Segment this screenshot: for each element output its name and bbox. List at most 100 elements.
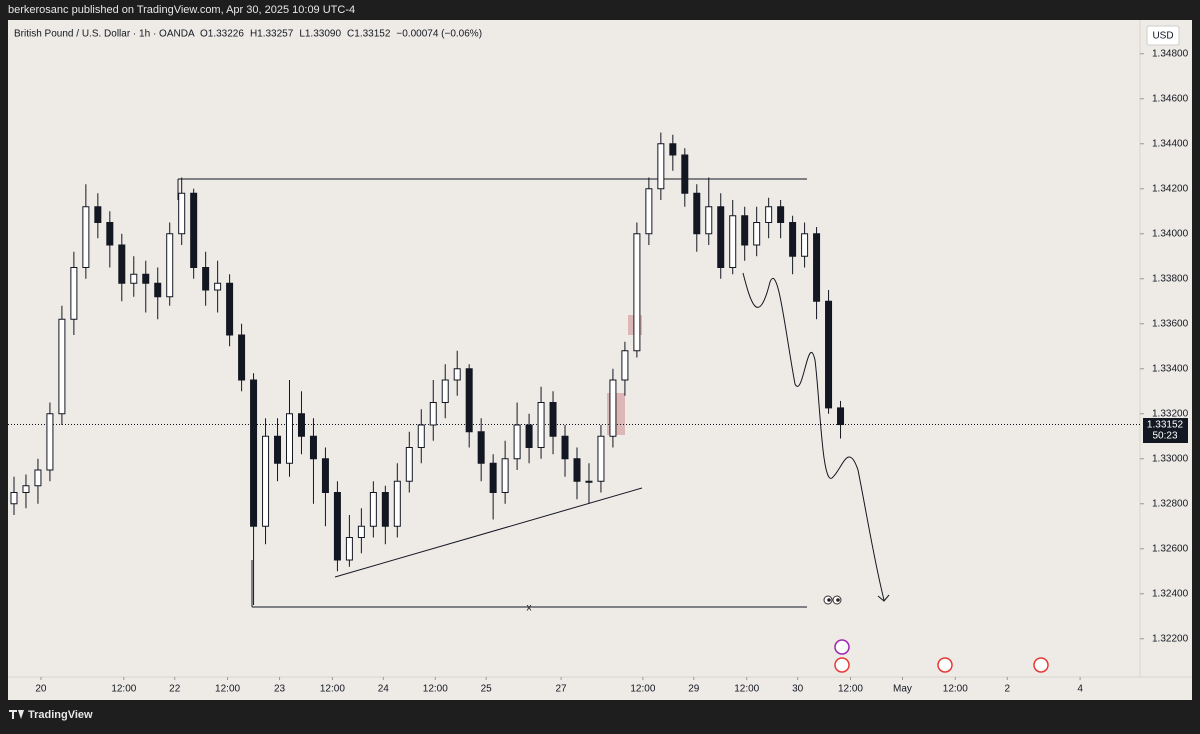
legend-value: L1.33090 — [299, 29, 341, 40]
legend-value: H1.33257 — [250, 29, 294, 40]
publisher: berkerosanc published on TradingView.com… — [8, 4, 355, 16]
candle-body — [573, 458, 581, 482]
candle-body — [405, 447, 413, 482]
candle-body — [309, 435, 317, 460]
candle-body — [321, 458, 329, 493]
x-tick-label: 12:00 — [734, 684, 759, 695]
candle-body — [70, 267, 78, 320]
candle-body — [753, 222, 761, 246]
candle-body — [597, 435, 605, 482]
candle-body — [106, 222, 114, 246]
candle-body — [10, 492, 18, 505]
candle-body — [118, 244, 126, 284]
x-tick-label: 12:00 — [111, 684, 136, 695]
y-tick-label: 1.33200 — [1152, 408, 1189, 419]
candle-body — [789, 222, 797, 257]
annotation: x — [527, 603, 532, 614]
candle-body — [250, 379, 258, 527]
last-price-label: 1.33152 — [1147, 420, 1184, 431]
x-tick-label: 12:00 — [630, 684, 655, 695]
x-tick-label: 12:00 — [943, 684, 968, 695]
candle-body — [22, 485, 30, 493]
candle-body — [453, 368, 461, 381]
legend-value: C1.33152 — [347, 29, 391, 40]
candle-body — [669, 143, 677, 156]
drawings — [177, 178, 890, 608]
candle-body — [729, 215, 737, 268]
x-tick-label: 29 — [688, 684, 700, 695]
candle-body — [357, 525, 365, 538]
x-tick-label: 20 — [35, 684, 47, 695]
candle-body — [585, 480, 593, 483]
y-tick-label: 1.34000 — [1152, 228, 1189, 239]
y-tick-label: 1.33000 — [1152, 453, 1189, 464]
candle-body — [465, 368, 473, 433]
candle-body — [705, 206, 713, 235]
x-tick-label: 12:00 — [320, 684, 345, 695]
event-icons[interactable] — [834, 639, 1049, 673]
candle-body — [609, 379, 617, 437]
candle-body — [130, 273, 138, 284]
candle-body — [226, 282, 234, 336]
legend-value: O1.33226 — [200, 29, 244, 40]
x-tick-label: 12:00 — [838, 684, 863, 695]
candle-body — [825, 300, 833, 409]
candle-body — [238, 334, 246, 381]
candle-body — [154, 282, 162, 298]
candle-body — [621, 350, 629, 381]
candle-body — [525, 424, 533, 448]
candle-body — [837, 407, 845, 426]
y-tick-label: 1.33800 — [1152, 273, 1189, 284]
y-tick-label: 1.33600 — [1152, 318, 1189, 329]
candle-body — [82, 206, 90, 268]
x-tick-label: 23 — [274, 684, 286, 695]
x-tick-label: 24 — [378, 684, 390, 695]
candle-body — [513, 424, 521, 460]
y-tick-label: 1.34200 — [1152, 183, 1189, 194]
candle-body — [561, 435, 569, 460]
x-tick-label: 4 — [1077, 684, 1083, 695]
last-price-box — [1143, 418, 1188, 443]
brand: TradingView — [28, 709, 93, 721]
y-tick-label: 1.34800 — [1152, 48, 1189, 59]
y-tick-label: 1.32200 — [1152, 633, 1189, 644]
candle-body — [477, 431, 485, 464]
projection-curve — [742, 272, 885, 601]
brand-logo — [9, 710, 24, 719]
candle-body — [537, 402, 545, 448]
candle-body — [717, 206, 725, 268]
candle-body — [46, 413, 54, 471]
candle-body — [286, 413, 294, 464]
y-tick-label: 1.34400 — [1152, 138, 1189, 149]
candle-body — [429, 402, 437, 426]
candle-body — [801, 233, 809, 257]
candle-body — [549, 402, 557, 437]
x-tick-label: 22 — [169, 684, 181, 695]
candle-body — [345, 537, 353, 561]
candle-body — [166, 233, 174, 298]
candle-body — [501, 458, 509, 493]
currency: USD — [1152, 31, 1173, 42]
candle-body — [178, 192, 186, 235]
x-tick-label: 2 — [1004, 684, 1010, 695]
candle-body — [142, 273, 150, 284]
chart-panel — [8, 20, 1192, 700]
candle-body — [441, 379, 449, 403]
y-tick-label: 1.34600 — [1152, 93, 1189, 104]
candle-body — [393, 480, 401, 527]
candle-body — [297, 413, 305, 437]
x-tick-label: 12:00 — [423, 684, 448, 695]
candle-body — [813, 233, 821, 302]
candle-body — [262, 435, 270, 527]
y-tick-label: 1.33400 — [1152, 363, 1189, 374]
candle-body — [417, 424, 425, 448]
currency-box[interactable] — [1146, 25, 1180, 46]
candle-body — [633, 233, 641, 352]
candle-body — [693, 192, 701, 235]
x-tick-label: May — [893, 684, 912, 695]
candle-body — [214, 282, 222, 291]
y-tick-label: 1.32800 — [1152, 498, 1189, 509]
candle-body — [381, 492, 389, 527]
candle-body — [765, 206, 773, 223]
